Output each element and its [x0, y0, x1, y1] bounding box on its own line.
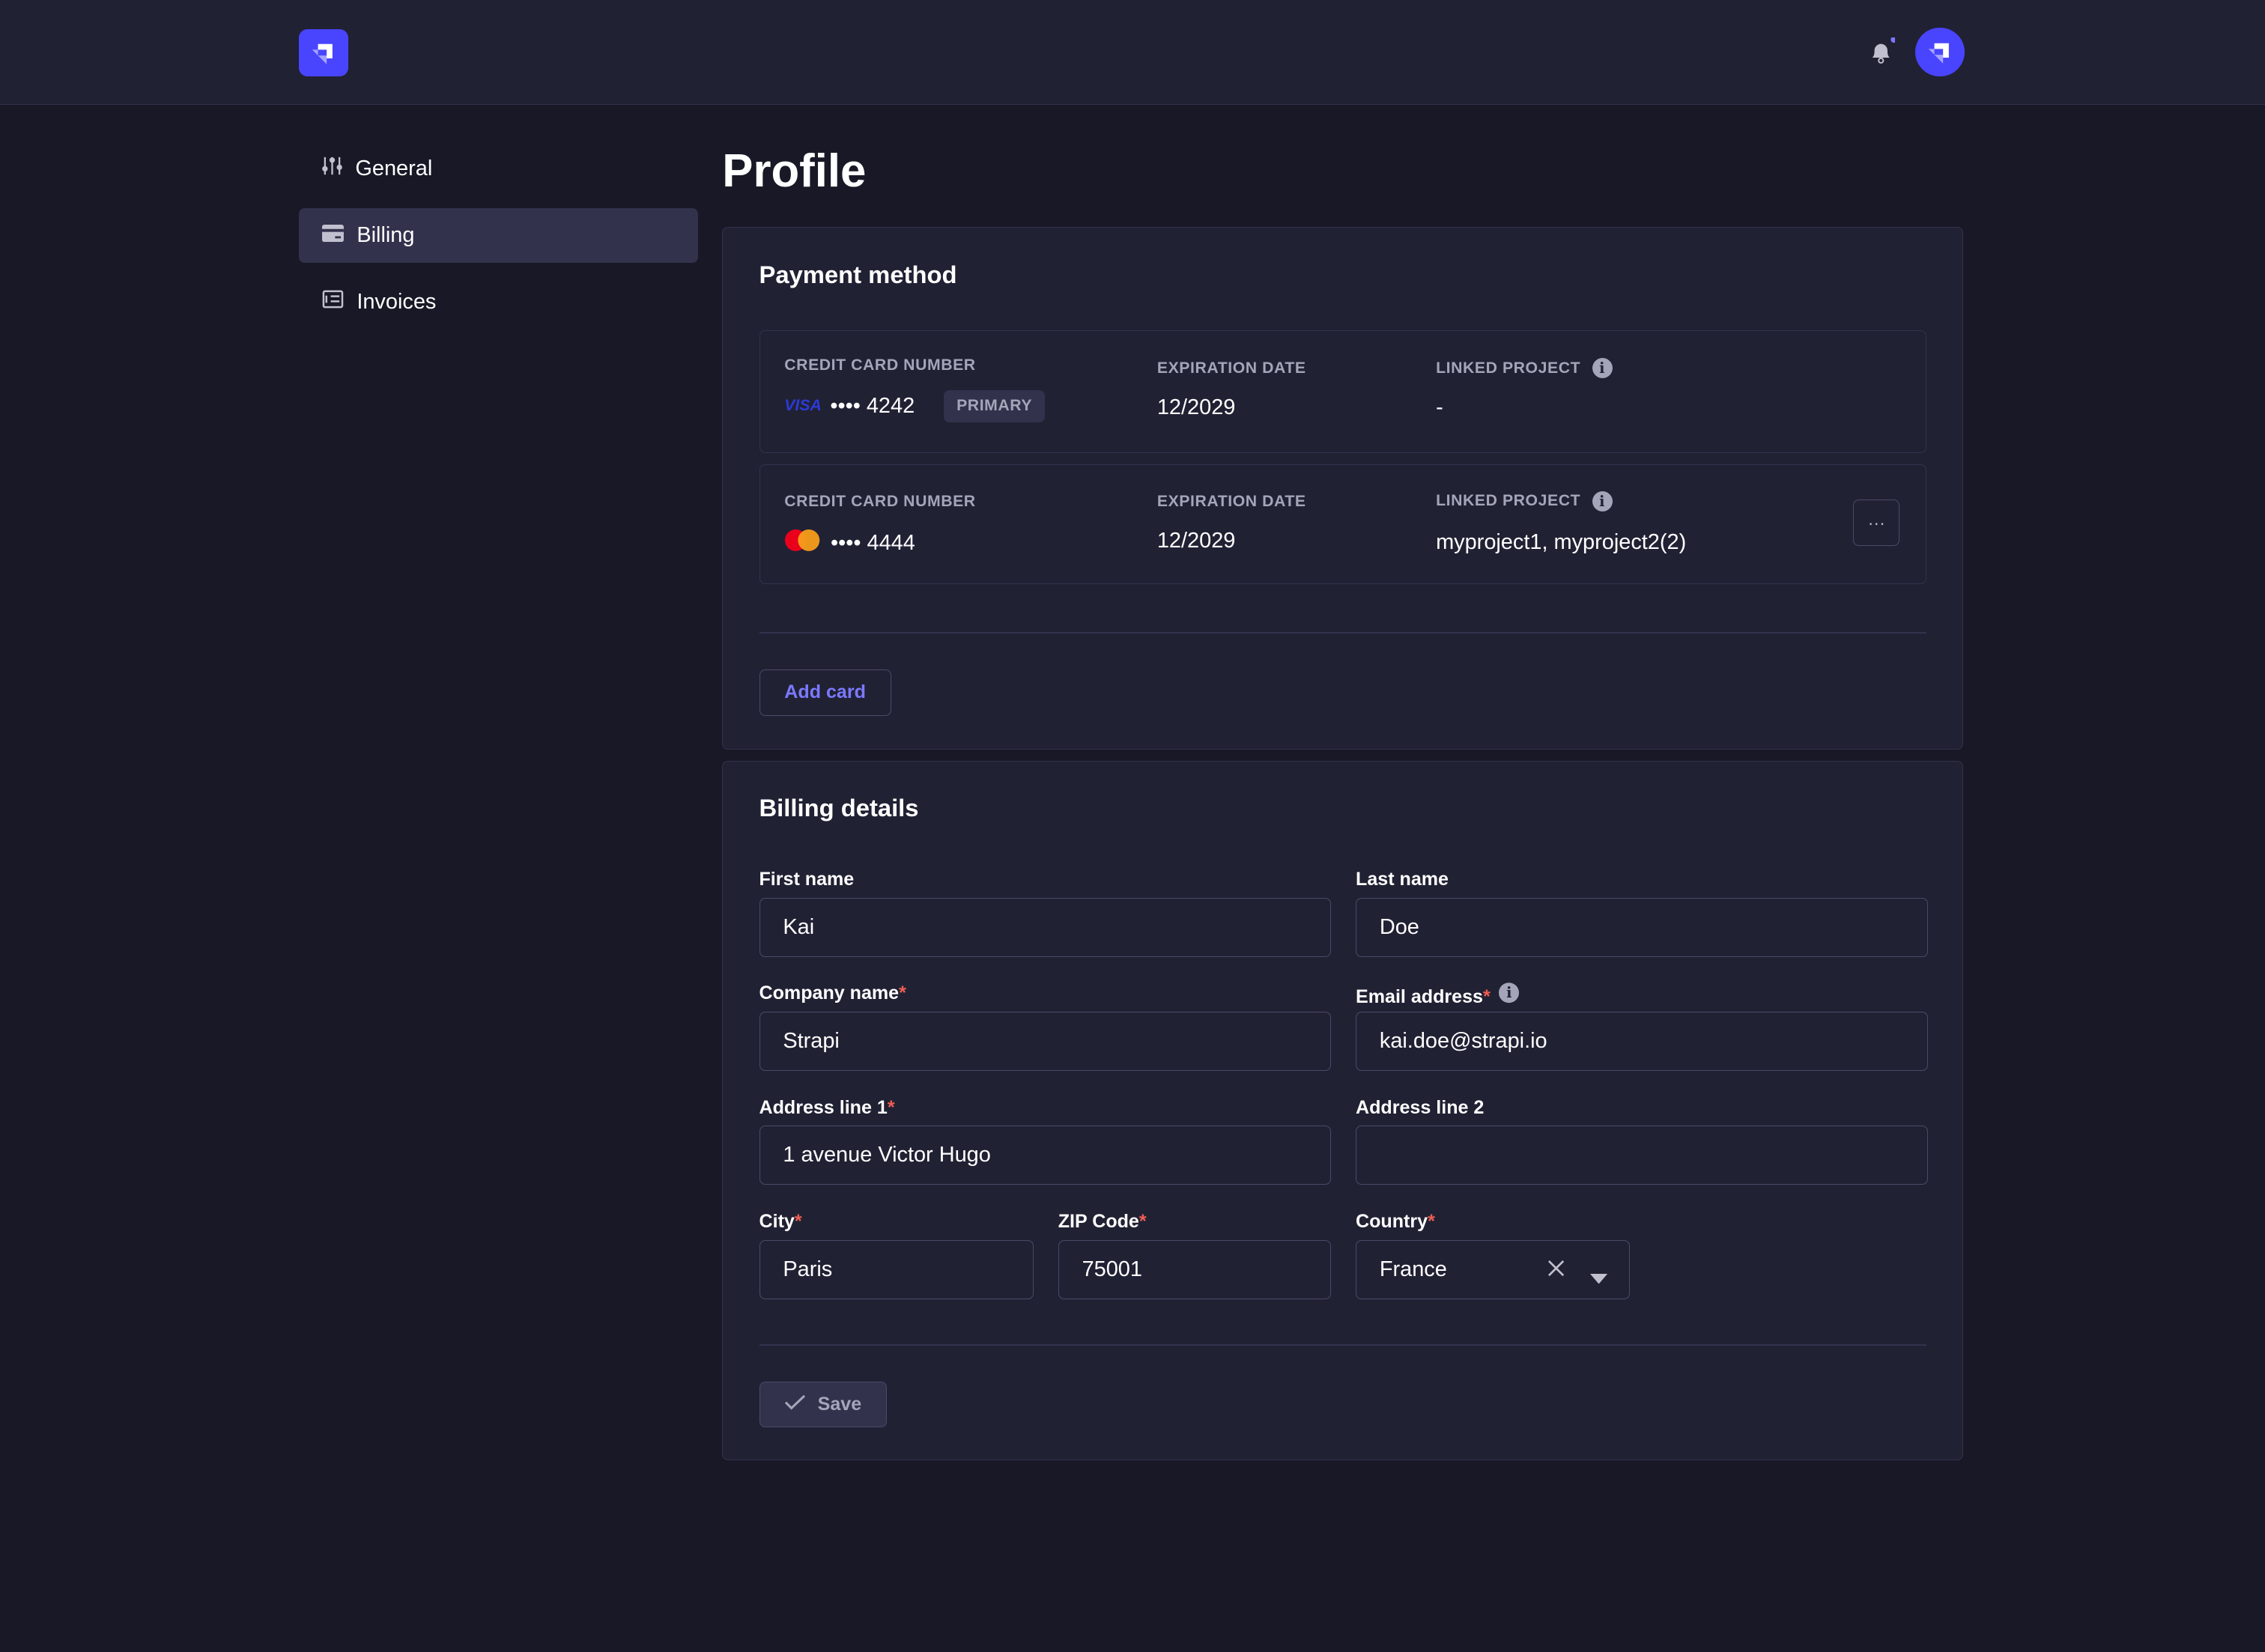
sidebar-item-invoices[interactable]: Invoices — [299, 274, 697, 329]
first-name-field: First name Kai — [759, 869, 1332, 957]
company-name-field: Company name* Strapi — [759, 983, 1332, 1072]
city-field: City* Paris — [759, 1211, 1034, 1299]
billing-details-panel: Billing details First name Kai Last name… — [722, 761, 1963, 1460]
zip-code-input[interactable]: 75001 — [1058, 1239, 1332, 1299]
visa-icon: VISA — [784, 397, 822, 415]
required-mark: * — [899, 983, 906, 1004]
sidebar-item-billing[interactable]: Billing — [299, 207, 698, 263]
country-field: Country* France — [1356, 1211, 1631, 1299]
required-mark: * — [1428, 1211, 1435, 1233]
divider — [759, 631, 1926, 634]
selected-country: France — [1379, 1257, 1447, 1281]
label-text: LINKED PROJECT — [1436, 492, 1581, 510]
info-icon[interactable]: i — [1592, 358, 1613, 379]
expiration-label: EXPIRATION DATE — [1156, 359, 1306, 377]
field-label: Address line 1* — [759, 1096, 895, 1118]
clear-icon[interactable] — [1547, 1258, 1565, 1283]
address-line-2-field: Address line 2 — [1356, 1097, 1928, 1185]
field-label: ZIP Code* — [1058, 1211, 1147, 1233]
sliders-icon — [322, 156, 342, 182]
add-card-button[interactable]: Add card — [759, 669, 891, 716]
email-field: Email address * i kai.doe@strapi.io — [1356, 983, 1928, 1072]
card-number: •••• 4444 — [784, 529, 915, 558]
sidebar-item-label: Billing — [357, 222, 415, 247]
expiration-value: 12/2029 — [1156, 395, 1236, 420]
required-mark: * — [794, 1211, 802, 1233]
save-label: Save — [817, 1394, 862, 1415]
notification-bell-icon[interactable] — [1867, 36, 1897, 73]
last-name-input[interactable]: Doe — [1356, 897, 1928, 957]
strapi-logo[interactable] — [299, 28, 348, 77]
page-title: Profile — [722, 145, 867, 197]
sidebar-item-label: Invoices — [357, 289, 437, 314]
card-number-label: CREDIT CARD NUMBER — [784, 356, 976, 374]
card-number: VISA •••• 4242 PRIMARY — [784, 389, 1046, 423]
country-select[interactable]: France — [1356, 1239, 1631, 1299]
required-mark: * — [1138, 1211, 1147, 1233]
credit-card-row: CREDIT CARD NUMBER VISA •••• 4242 PRIMAR… — [759, 330, 1926, 453]
linked-project-label: LINKED PROJECT i — [1436, 491, 1613, 511]
required-mark: * — [887, 1096, 895, 1118]
notification-dot — [1890, 36, 1897, 43]
field-label: Last name — [1356, 869, 1449, 890]
info-icon[interactable]: i — [1499, 983, 1520, 1003]
primary-badge: PRIMARY — [943, 389, 1046, 423]
field-label: City* — [759, 1211, 802, 1233]
chevron-down-icon[interactable] — [1590, 1265, 1608, 1290]
section-title: Payment method — [759, 261, 957, 289]
linked-project-value: - — [1436, 395, 1443, 420]
address-line-1-input[interactable]: 1 avenue Victor Hugo — [759, 1126, 1332, 1185]
expiration-value: 12/2029 — [1156, 528, 1236, 553]
check-icon — [784, 1394, 806, 1415]
label-text: LINKED PROJECT — [1436, 359, 1581, 377]
city-input[interactable]: Paris — [759, 1239, 1034, 1299]
payment-method-panel: Payment method CREDIT CARD NUMBER VISA •… — [722, 226, 1963, 750]
company-name-input[interactable]: Strapi — [759, 1011, 1332, 1072]
last-name-field: Last name Doe — [1356, 869, 1928, 957]
divider — [759, 1343, 1926, 1346]
settings-sidebar: General Billing Invoices — [299, 142, 698, 341]
address-line-2-input[interactable] — [1356, 1126, 1928, 1185]
linked-project-value: myproject1, myproject2(2) — [1436, 529, 1687, 554]
sidebar-item-general[interactable]: General — [299, 142, 697, 196]
email-input[interactable]: kai.doe@strapi.io — [1356, 1011, 1928, 1072]
field-label: Address line 2 — [1356, 1096, 1485, 1118]
invoice-icon — [322, 290, 344, 315]
field-label: Email address * i — [1356, 983, 1928, 1012]
user-avatar[interactable] — [1915, 27, 1965, 77]
masked-number: •••• 4444 — [830, 530, 915, 555]
field-label: First name — [759, 869, 855, 890]
more-options-button[interactable]: ··· — [1853, 499, 1900, 547]
address-line-1-field: Address line 1* 1 avenue Victor Hugo — [759, 1097, 1332, 1185]
save-button[interactable]: Save — [759, 1381, 887, 1428]
credit-card-icon — [322, 223, 344, 248]
credit-card-row: CREDIT CARD NUMBER •••• 4444 EXPIRATION … — [759, 464, 1926, 585]
mastercard-icon — [784, 529, 822, 558]
zip-code-field: ZIP Code* 75001 — [1058, 1211, 1332, 1299]
linked-project-label: LINKED PROJECT i — [1436, 358, 1613, 379]
top-bar — [0, 0, 2265, 105]
field-label: Company name* — [759, 983, 906, 1004]
sidebar-item-label: General — [355, 157, 433, 181]
first-name-input[interactable]: Kai — [759, 897, 1332, 957]
required-mark: * — [1482, 986, 1491, 1008]
field-label: Country* — [1356, 1211, 1435, 1233]
card-number-label: CREDIT CARD NUMBER — [784, 492, 976, 510]
section-title: Billing details — [759, 793, 919, 822]
masked-number: •••• 4242 — [830, 393, 915, 418]
info-icon[interactable]: i — [1592, 491, 1613, 511]
expiration-label: EXPIRATION DATE — [1156, 492, 1306, 510]
